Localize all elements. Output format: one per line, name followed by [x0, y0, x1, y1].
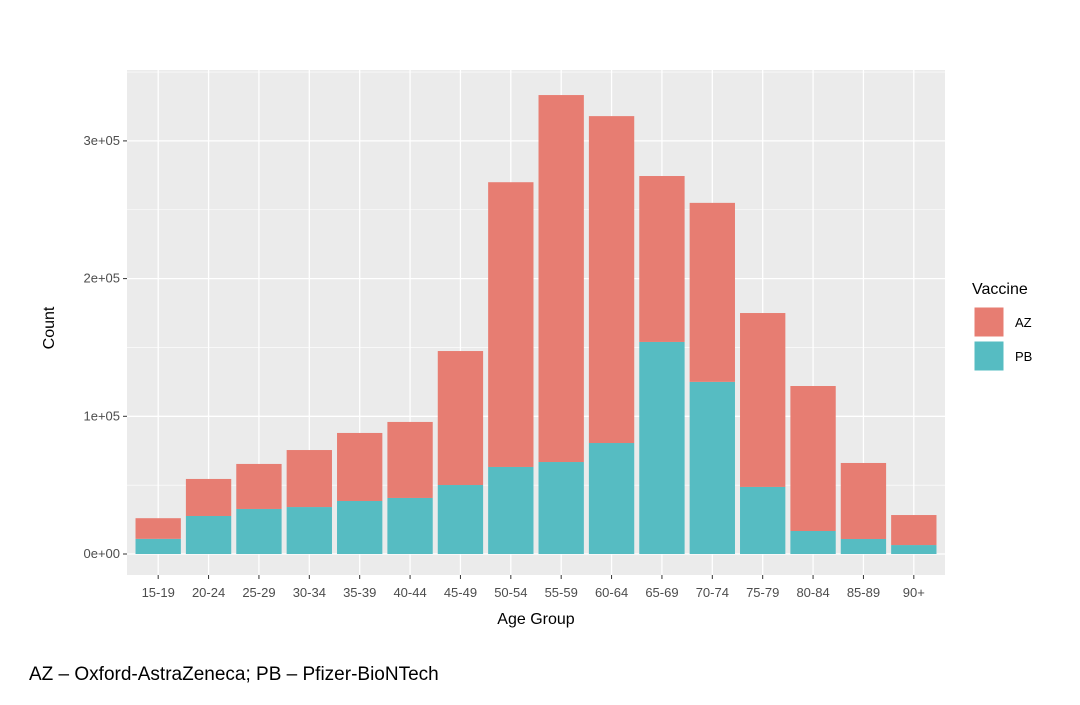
bar-az	[337, 432, 383, 501]
bar-az	[588, 116, 635, 444]
x-tick-label: 75-79	[746, 585, 779, 600]
bar-pb	[387, 497, 433, 554]
x-tick-label: 60-64	[595, 585, 628, 600]
x-tick-label: 90+	[903, 585, 925, 600]
bar-pb	[236, 508, 282, 554]
x-tick-label: 55-59	[545, 585, 578, 600]
bar-pb	[639, 341, 685, 554]
bar-pb	[185, 515, 232, 554]
legend: Vaccine AZ PB	[972, 281, 1032, 372]
bar-pb	[337, 500, 383, 554]
bar-pb	[286, 507, 332, 554]
legend-key-az	[973, 306, 1005, 338]
bar-pb	[790, 531, 836, 554]
bar-az	[387, 421, 433, 498]
bar-az	[135, 518, 181, 539]
y-tick-label: 3e+05	[83, 133, 120, 148]
bar-pb	[538, 462, 584, 554]
bars	[135, 95, 937, 554]
x-axis-title: Age Group	[497, 611, 574, 628]
bar-pb	[891, 545, 937, 554]
bar-pb	[740, 486, 786, 554]
bar-pb	[689, 381, 735, 554]
x-tick-label: 70-74	[696, 585, 729, 600]
x-tick-label: 65-69	[645, 585, 678, 600]
y-tick-label: 1e+05	[83, 408, 120, 423]
bar-az	[185, 478, 232, 516]
caption: AZ – Oxford-AstraZeneca; PB – Pfizer-Bio…	[29, 664, 439, 685]
bar-pb	[840, 538, 887, 554]
x-axis-ticks: 15-19 20-24 25-29 30-34 35-39 40-44 45-49 50-54…	[142, 575, 925, 600]
bar-az	[740, 313, 786, 487]
legend-key-pb	[973, 340, 1005, 372]
legend-label-pb: PB	[1015, 349, 1032, 364]
bar-az	[689, 202, 735, 382]
bar-az	[790, 386, 836, 532]
bar-pb	[588, 443, 635, 554]
bar-az	[236, 463, 282, 509]
x-tick-label: 85-89	[847, 585, 880, 600]
x-tick-label: 50-54	[494, 585, 527, 600]
y-axis-ticks: 0e+00 1e+05 2e+05 3e+05	[83, 133, 127, 561]
y-tick-label: 0e+00	[83, 546, 120, 561]
bar-pb	[437, 485, 484, 554]
bar-az	[840, 462, 887, 539]
x-tick-label: 15-19	[142, 585, 175, 600]
bar-az	[891, 515, 937, 546]
y-tick-label: 2e+05	[83, 271, 120, 286]
x-tick-label: 80-84	[796, 585, 829, 600]
bar-pb	[488, 466, 534, 554]
bar-az	[639, 176, 685, 342]
legend-label-az: AZ	[1015, 315, 1032, 330]
y-axis-title: Count	[41, 306, 58, 349]
x-tick-label: 40-44	[393, 585, 426, 600]
x-tick-label: 45-49	[444, 585, 477, 600]
x-tick-label: 30-34	[293, 585, 326, 600]
legend-title: Vaccine	[972, 281, 1028, 298]
bar-az	[286, 450, 332, 508]
x-tick-label: 20-24	[192, 585, 225, 600]
bar-az	[538, 95, 584, 463]
x-tick-label: 25-29	[242, 585, 275, 600]
bar-az	[488, 182, 534, 467]
bar-pb	[135, 538, 181, 554]
x-tick-label: 35-39	[343, 585, 376, 600]
bar-az	[437, 351, 484, 486]
